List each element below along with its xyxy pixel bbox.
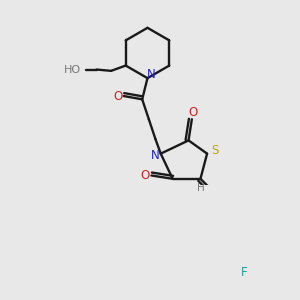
Text: O: O bbox=[140, 169, 149, 182]
Text: HO: HO bbox=[64, 64, 81, 74]
Text: O: O bbox=[188, 106, 197, 119]
Text: F: F bbox=[241, 266, 247, 279]
Text: N: N bbox=[150, 149, 159, 162]
Text: O: O bbox=[113, 89, 122, 103]
Text: N: N bbox=[146, 68, 155, 81]
Text: S: S bbox=[212, 145, 219, 158]
Text: H: H bbox=[197, 183, 205, 193]
